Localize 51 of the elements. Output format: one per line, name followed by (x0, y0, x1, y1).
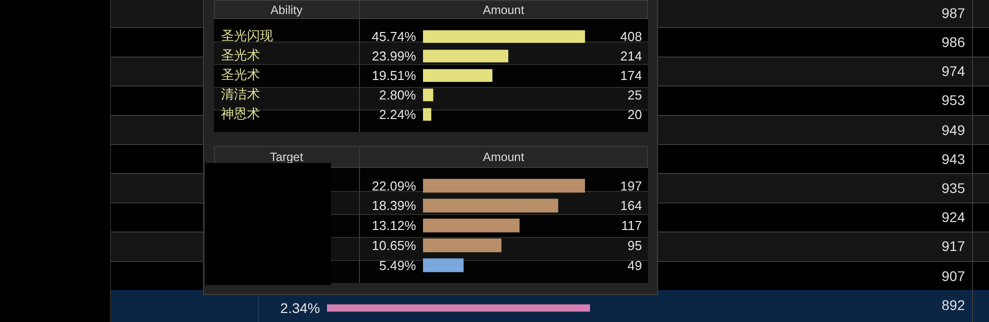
text: 22.09% (372, 178, 416, 194)
y-axis-title: Target (270, 150, 304, 164)
data-label: 25 (628, 88, 642, 103)
text: 924 (942, 209, 965, 226)
text: 18.39% (372, 198, 416, 214)
data-label: 408 (620, 29, 642, 44)
bar (423, 50, 508, 62)
text: 45.74% (372, 29, 416, 44)
bar (423, 178, 585, 193)
bar (423, 88, 434, 102)
data-label: 214 (620, 48, 642, 64)
bar (423, 30, 585, 43)
text: 892 (942, 296, 965, 313)
text: 953 (942, 92, 965, 108)
text: 917 (942, 238, 965, 254)
text: 987 (942, 4, 965, 21)
text: 10.65% (372, 238, 416, 253)
bar (423, 218, 520, 232)
y-tick-label: 清洁术 (221, 86, 260, 102)
y-tick-label: 圣光闪现 (221, 28, 273, 44)
data-label: 49 (628, 258, 642, 273)
y-tick-label: 圣光术 (221, 67, 260, 82)
bar (423, 258, 464, 272)
text: 974 (942, 63, 965, 80)
bar (423, 108, 432, 121)
text: 949 (942, 122, 965, 138)
data-label: 197 (620, 178, 642, 194)
text: 2.24% (379, 107, 416, 122)
text: 907 (942, 268, 965, 284)
bar (423, 238, 502, 252)
data-label: 174 (620, 68, 642, 84)
data-label: 117 (621, 218, 642, 234)
text: 986 (942, 34, 965, 50)
text: 23.99% (372, 48, 416, 64)
y-tick-label: 神恩术 (221, 106, 260, 122)
y-tick-label: 圣光术 (221, 48, 260, 63)
text: 935 (942, 180, 965, 196)
bar (423, 198, 558, 212)
text: 19.51% (372, 68, 416, 84)
text: 943 (942, 150, 965, 167)
bar (423, 69, 492, 82)
data-label: 2.34% (280, 300, 320, 316)
text: 2.80% (379, 88, 416, 103)
data-label: 20 (628, 107, 642, 122)
x-axis-title: Amount (482, 3, 524, 17)
text: 5.49% (379, 258, 416, 273)
x-axis-title: Amount (482, 150, 524, 164)
data-label: 95 (628, 238, 642, 253)
data-label: 164 (620, 198, 642, 214)
text: 13.12% (372, 218, 416, 234)
y-axis-title: Ability (270, 3, 302, 17)
